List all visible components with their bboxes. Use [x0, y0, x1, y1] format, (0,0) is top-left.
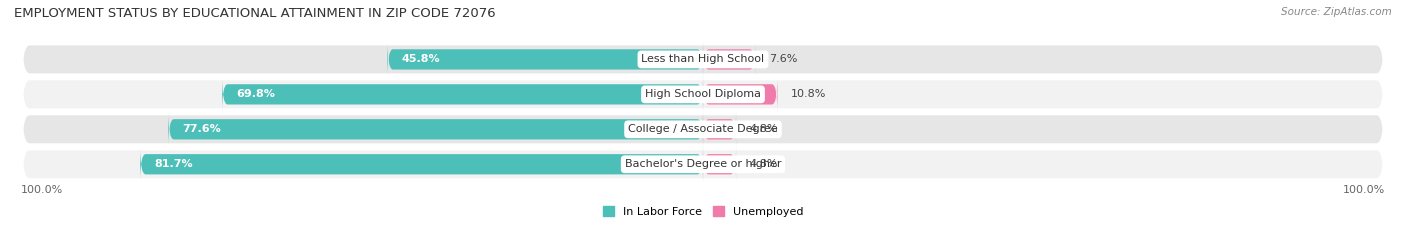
- FancyBboxPatch shape: [21, 32, 1385, 86]
- FancyBboxPatch shape: [169, 112, 703, 147]
- Text: Source: ZipAtlas.com: Source: ZipAtlas.com: [1281, 7, 1392, 17]
- Text: 100.0%: 100.0%: [21, 185, 63, 195]
- Text: 4.8%: 4.8%: [749, 159, 779, 169]
- FancyBboxPatch shape: [222, 76, 703, 112]
- Text: Bachelor's Degree or higher: Bachelor's Degree or higher: [624, 159, 782, 169]
- Text: College / Associate Degree: College / Associate Degree: [628, 124, 778, 134]
- Text: 81.7%: 81.7%: [153, 159, 193, 169]
- Text: 10.8%: 10.8%: [792, 89, 827, 99]
- FancyBboxPatch shape: [703, 76, 778, 112]
- FancyBboxPatch shape: [141, 147, 703, 182]
- FancyBboxPatch shape: [21, 67, 1385, 121]
- FancyBboxPatch shape: [21, 103, 1385, 156]
- FancyBboxPatch shape: [388, 41, 703, 77]
- Text: 7.6%: 7.6%: [769, 55, 797, 64]
- FancyBboxPatch shape: [21, 137, 1385, 191]
- Text: 4.8%: 4.8%: [749, 124, 779, 134]
- FancyBboxPatch shape: [703, 147, 737, 182]
- Text: 45.8%: 45.8%: [401, 55, 440, 64]
- Text: 77.6%: 77.6%: [183, 124, 221, 134]
- Text: Less than High School: Less than High School: [641, 55, 765, 64]
- FancyBboxPatch shape: [703, 41, 755, 77]
- Text: High School Diploma: High School Diploma: [645, 89, 761, 99]
- FancyBboxPatch shape: [703, 112, 737, 147]
- Text: 69.8%: 69.8%: [236, 89, 274, 99]
- Text: 100.0%: 100.0%: [1343, 185, 1385, 195]
- Text: EMPLOYMENT STATUS BY EDUCATIONAL ATTAINMENT IN ZIP CODE 72076: EMPLOYMENT STATUS BY EDUCATIONAL ATTAINM…: [14, 7, 496, 20]
- Legend: In Labor Force, Unemployed: In Labor Force, Unemployed: [600, 204, 806, 219]
